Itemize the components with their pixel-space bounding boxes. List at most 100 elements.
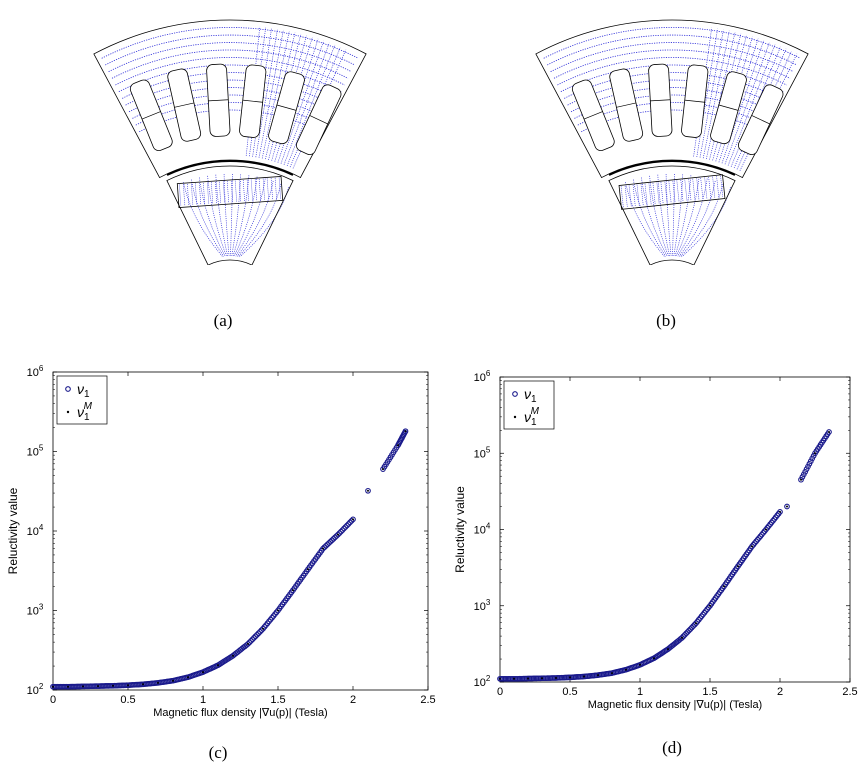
series-nu1-point [321,544,328,551]
tooth-flux-line [274,37,313,162]
x-tick-label: 1.5 [702,686,717,698]
stator-flux-line [105,34,355,66]
stator-slot [681,64,709,138]
series-nu1M-point [779,510,781,513]
series-nu1M-point [765,528,767,531]
series-nu1-point [680,633,687,640]
caption-b: (b) [656,311,676,330]
series-nu1M-point [337,533,339,536]
series-nu1M-point [52,685,54,688]
stator-flux-line [574,94,770,119]
legend-label-nu1M: ν1M [77,401,93,423]
series-nu1M-point [814,452,816,455]
series-nu1-point [252,633,259,640]
legend-marker-nu1 [512,391,518,397]
plot-frame [52,371,429,691]
series-nu1M-point [97,685,99,688]
series-nu1M-point [541,677,543,680]
series-nu1-point [690,623,697,629]
rotor-flux-line [675,176,700,257]
series-nu1-point [245,641,251,647]
caption-d: (d) [662,738,682,757]
series-nu1M-point [352,518,354,521]
series-nu1-point [686,627,692,634]
series-nu1-point [344,522,350,529]
stator-flux-line [101,27,359,59]
series-nu1M-point [695,622,697,625]
stator-flux-line [125,79,335,106]
series-nu1-point [336,530,343,536]
stator-flux-line [567,79,777,106]
series-nu1-point [683,630,690,637]
series-nu1-point [402,428,409,435]
stator-slot [129,79,173,152]
series-nu1M-point [232,654,234,657]
rotor-outline [166,165,294,265]
rotor-flux-line [657,174,671,257]
tooth-flux-line [733,48,787,169]
rotor-flux-line [238,183,282,257]
series-nu1-point [341,525,347,532]
series-nu1-point [339,527,346,533]
series-nu1M-point [292,589,294,592]
series-nu1M-point [723,585,725,588]
tooth-flux-line [724,42,770,165]
series-nu1-point [347,519,353,526]
series-nu1-point [327,538,334,545]
series-nu1M-point [367,489,369,492]
tooth-flux-line [709,33,742,160]
air-gap [608,160,736,176]
stator-flux-line [122,72,338,99]
rotor-flux-line [223,174,230,257]
series-nu1M-point [67,685,69,688]
series-nu1M-point [202,671,204,674]
tooth-flux-line [258,29,284,158]
series-nu1M-point [277,609,279,612]
y-tick-label: 103 [27,603,44,618]
caption-a: (a) [213,311,233,330]
rotor-flux-line [191,179,225,257]
series-nu1-point [255,630,262,637]
series-nu1-point [826,429,832,435]
series-nu1M-point [172,679,174,682]
tooth-flux-line [286,44,336,167]
y-tick-label: 104 [474,522,491,537]
stator-slot [295,84,342,155]
stator-flux-line [108,42,352,73]
stator-slot [710,71,747,145]
series-nu1M-point [404,430,407,433]
legend-marker-nu1 [65,386,71,392]
series-nu1-point [248,638,254,644]
plot-d: 0 0.5 1 1.5 2 2.5 102 103 104 105 106 Magnetic flux… [453,369,858,711]
stator-slot [648,63,673,137]
series-nu1-point [254,631,260,638]
x-tick-label: 0 [50,694,56,706]
series-nu1M-point [667,648,669,651]
stator-slot [609,68,644,142]
y-tick-label: 102 [474,674,491,689]
series-nu1-point [320,545,326,552]
series-nu1-point [329,537,335,544]
stator-slot [239,64,267,138]
rotor-flux-line [665,174,672,257]
series-nu1M-point [597,674,599,677]
series-nu1-point [326,540,332,546]
series-nu1M-point [569,676,571,679]
rotor-flux-line [236,180,274,257]
series-nu1M-point [247,642,249,645]
stator-flux-line [564,72,780,99]
series-nu1-point [681,632,688,638]
x-tick-label: 2 [350,694,356,706]
stator-flux-line [115,57,345,86]
series-nu1M-point [737,565,739,568]
stator-flux-line [553,49,791,79]
y-axis-label: Reluctivity value [453,486,467,573]
tooth-flux-line [696,28,718,158]
tooth-flux-line [280,40,325,164]
tooth-flux-line [699,29,724,158]
series-nu1-point [323,542,329,549]
series-nu1M-point [800,478,802,481]
series-nu1-point [684,629,691,635]
series-nu1-point [258,627,265,634]
